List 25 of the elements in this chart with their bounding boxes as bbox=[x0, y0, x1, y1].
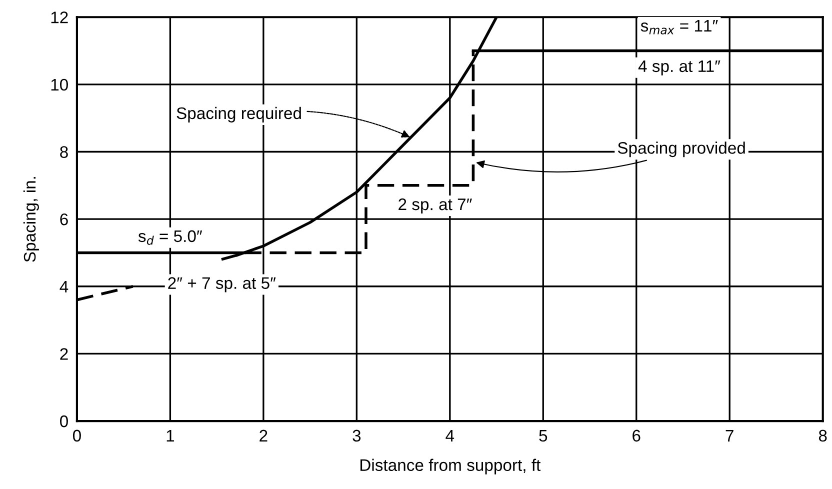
x-tick-label: 3 bbox=[352, 430, 361, 442]
y-tick-label: 6 bbox=[60, 213, 68, 226]
annotation: 2″ + 7 sp. at 5″ bbox=[168, 277, 276, 292]
x-tick-label: 4 bbox=[446, 430, 454, 442]
x-tick-label: 7 bbox=[726, 430, 734, 442]
annotation: Spacing required bbox=[176, 106, 301, 122]
annotation: 2 sp. at 7″ bbox=[398, 198, 472, 214]
annotation: s$_{d}$ = 5.0″ bbox=[138, 230, 202, 245]
annotation: 4 sp. at 11″ bbox=[638, 60, 720, 76]
annotation: Spacing provided bbox=[618, 142, 745, 158]
y-axis-title: Spacing, in. bbox=[23, 177, 39, 262]
x-tick-label: 6 bbox=[632, 430, 640, 442]
x-tick-label: 8 bbox=[818, 430, 827, 442]
y-tick-label: 8 bbox=[60, 146, 68, 158]
y-tick-label: 10 bbox=[51, 78, 68, 91]
y-tick-label: 2 bbox=[60, 348, 68, 360]
x-tick-label: 0 bbox=[72, 430, 81, 442]
annotation: s$_{max}$ = 11″ bbox=[640, 20, 718, 34]
y-tick-label: 12 bbox=[51, 12, 68, 24]
x-tick-label: 2 bbox=[260, 430, 268, 442]
y-tick-label: 4 bbox=[60, 280, 68, 292]
y-tick-label: 0 bbox=[60, 415, 68, 428]
x-axis-title: Distance from support, ft bbox=[360, 458, 541, 474]
x-tick-label: 5 bbox=[539, 430, 548, 442]
x-tick-label: 1 bbox=[166, 430, 174, 442]
